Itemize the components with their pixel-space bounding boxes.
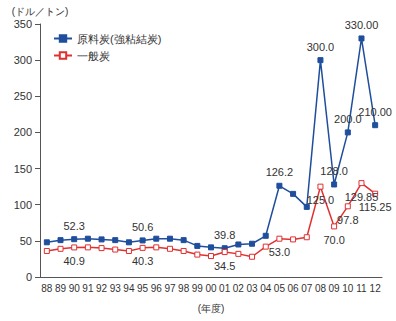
svg-text:12: 12 xyxy=(370,283,382,294)
svg-text:34.5: 34.5 xyxy=(214,260,235,272)
svg-text:一般炭: 一般炭 xyxy=(77,50,110,62)
svg-text:95: 95 xyxy=(137,283,149,294)
svg-text:01: 01 xyxy=(219,283,231,294)
svg-text:89: 89 xyxy=(55,283,67,294)
svg-text:350: 350 xyxy=(14,18,32,30)
svg-text:(ドル／トン): (ドル／トン) xyxy=(12,6,69,17)
svg-text:52.3: 52.3 xyxy=(63,220,84,232)
svg-text:03: 03 xyxy=(246,283,258,294)
svg-text:98: 98 xyxy=(178,283,190,294)
svg-text:96: 96 xyxy=(151,283,163,294)
svg-text:129.85: 129.85 xyxy=(344,190,379,203)
svg-text:06: 06 xyxy=(288,283,300,294)
svg-text:97: 97 xyxy=(164,283,176,294)
svg-text:93: 93 xyxy=(110,283,122,294)
svg-text:88: 88 xyxy=(41,283,53,294)
svg-text:07: 07 xyxy=(301,283,313,294)
svg-text:39.8: 39.8 xyxy=(214,229,235,241)
svg-text:08: 08 xyxy=(315,283,327,294)
svg-text:200: 200 xyxy=(14,126,32,138)
svg-text:05: 05 xyxy=(274,283,286,294)
svg-text:10: 10 xyxy=(342,283,354,294)
svg-text:04: 04 xyxy=(260,283,272,294)
svg-text:(年度): (年度) xyxy=(198,303,225,314)
svg-text:150: 150 xyxy=(14,163,32,175)
svg-text:200.0: 200.0 xyxy=(334,112,362,125)
svg-text:92: 92 xyxy=(96,283,108,294)
svg-text:250: 250 xyxy=(14,90,32,102)
svg-text:330.00: 330.00 xyxy=(345,19,379,31)
svg-text:50: 50 xyxy=(20,235,32,247)
svg-text:300.0: 300.0 xyxy=(307,41,335,53)
svg-text:0: 0 xyxy=(26,271,32,283)
svg-text:40.3: 40.3 xyxy=(132,255,153,267)
svg-text:00: 00 xyxy=(205,283,217,294)
svg-text:97.8: 97.8 xyxy=(337,214,358,226)
svg-text:70.0: 70.0 xyxy=(323,234,344,246)
svg-text:原料炭(強粘結炭): 原料炭(強粘結炭) xyxy=(77,33,161,45)
svg-text:125.0: 125.0 xyxy=(307,194,335,206)
svg-text:40.9: 40.9 xyxy=(63,255,84,267)
svg-text:128.0: 128.0 xyxy=(320,165,348,177)
svg-text:09: 09 xyxy=(329,283,341,294)
svg-text:210.00: 210.00 xyxy=(358,106,392,118)
svg-text:126.2: 126.2 xyxy=(266,166,294,178)
svg-text:11: 11 xyxy=(356,283,367,294)
svg-text:94: 94 xyxy=(123,283,135,294)
svg-text:99: 99 xyxy=(192,283,204,294)
svg-text:02: 02 xyxy=(233,283,245,294)
svg-text:53.0: 53.0 xyxy=(269,246,290,258)
svg-text:50.6: 50.6 xyxy=(132,221,153,233)
svg-text:115.25: 115.25 xyxy=(359,201,392,213)
svg-text:300: 300 xyxy=(14,54,32,66)
svg-text:100: 100 xyxy=(14,199,32,211)
svg-text:91: 91 xyxy=(82,283,94,294)
svg-text:90: 90 xyxy=(69,283,81,294)
